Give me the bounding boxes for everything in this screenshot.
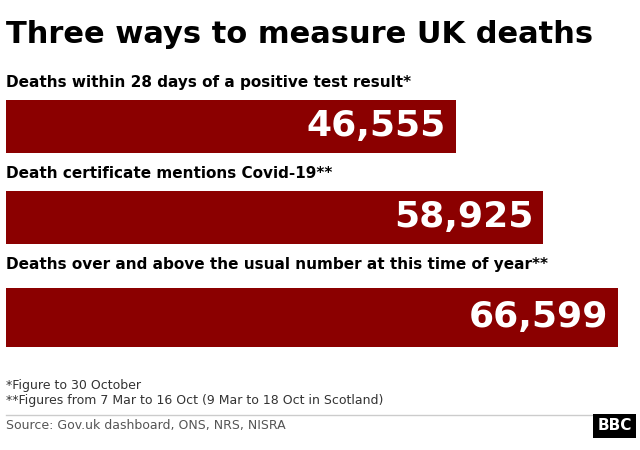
Text: Death certificate mentions Covid-19**: Death certificate mentions Covid-19** (6, 166, 333, 181)
Text: BBC: BBC (597, 418, 632, 433)
Text: **Figures from 7 Mar to 16 Oct (9 Mar to 18 Oct in Scotland): **Figures from 7 Mar to 16 Oct (9 Mar to… (6, 394, 384, 407)
Text: Deaths within 28 days of a positive test result*: Deaths within 28 days of a positive test… (6, 75, 412, 90)
Text: Deaths over and above the usual number at this time of year**: Deaths over and above the usual number a… (6, 257, 548, 272)
Text: 46,555: 46,555 (307, 109, 446, 144)
Text: Three ways to measure UK deaths: Three ways to measure UK deaths (6, 20, 593, 49)
Text: *Figure to 30 October: *Figure to 30 October (6, 379, 141, 392)
Text: 66,599: 66,599 (469, 300, 609, 334)
Text: 58,925: 58,925 (394, 200, 534, 234)
Text: Source: Gov.uk dashboard, ONS, NRS, NISRA: Source: Gov.uk dashboard, ONS, NRS, NISR… (6, 418, 286, 432)
